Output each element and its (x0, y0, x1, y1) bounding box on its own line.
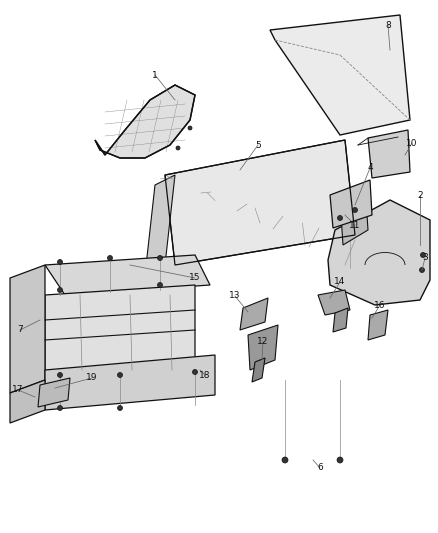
Polygon shape (240, 298, 268, 330)
Polygon shape (38, 378, 70, 407)
Circle shape (117, 406, 123, 410)
Text: 1: 1 (152, 70, 158, 79)
Circle shape (420, 268, 424, 272)
Polygon shape (330, 180, 372, 228)
Polygon shape (328, 200, 430, 305)
Polygon shape (145, 175, 175, 275)
Text: 6: 6 (317, 464, 323, 472)
Circle shape (117, 373, 123, 377)
Text: 11: 11 (349, 221, 361, 230)
Circle shape (353, 207, 357, 213)
Circle shape (338, 215, 343, 221)
Polygon shape (10, 380, 45, 423)
Polygon shape (318, 290, 350, 315)
Text: 7: 7 (17, 326, 23, 335)
Circle shape (158, 282, 162, 287)
Text: 3: 3 (422, 254, 428, 262)
Text: 19: 19 (86, 374, 98, 383)
Circle shape (57, 287, 63, 293)
Polygon shape (333, 308, 348, 332)
Text: 16: 16 (374, 301, 386, 310)
Polygon shape (45, 255, 210, 295)
Circle shape (176, 146, 180, 150)
Polygon shape (165, 140, 355, 265)
Text: 14: 14 (334, 278, 346, 287)
Circle shape (57, 373, 63, 377)
Polygon shape (45, 285, 195, 380)
Circle shape (337, 457, 343, 463)
Circle shape (107, 255, 113, 261)
Text: 18: 18 (199, 370, 211, 379)
Polygon shape (270, 15, 410, 135)
Text: 2: 2 (417, 190, 423, 199)
Polygon shape (368, 130, 410, 178)
Circle shape (420, 253, 425, 257)
Circle shape (188, 126, 192, 130)
Circle shape (282, 457, 288, 463)
Polygon shape (248, 325, 278, 370)
Polygon shape (252, 358, 265, 382)
Polygon shape (45, 355, 215, 410)
Circle shape (57, 406, 63, 410)
Circle shape (158, 255, 162, 261)
Text: 15: 15 (189, 273, 201, 282)
Text: 4: 4 (367, 164, 373, 173)
Polygon shape (340, 185, 368, 245)
Text: 12: 12 (257, 337, 268, 346)
Text: 10: 10 (406, 139, 418, 148)
Polygon shape (10, 265, 45, 393)
Circle shape (192, 369, 198, 375)
Text: 5: 5 (255, 141, 261, 149)
Polygon shape (368, 310, 388, 340)
Circle shape (57, 260, 63, 264)
Text: 17: 17 (12, 385, 24, 394)
Text: 8: 8 (385, 20, 391, 29)
Polygon shape (95, 85, 195, 158)
Text: 13: 13 (229, 292, 241, 301)
